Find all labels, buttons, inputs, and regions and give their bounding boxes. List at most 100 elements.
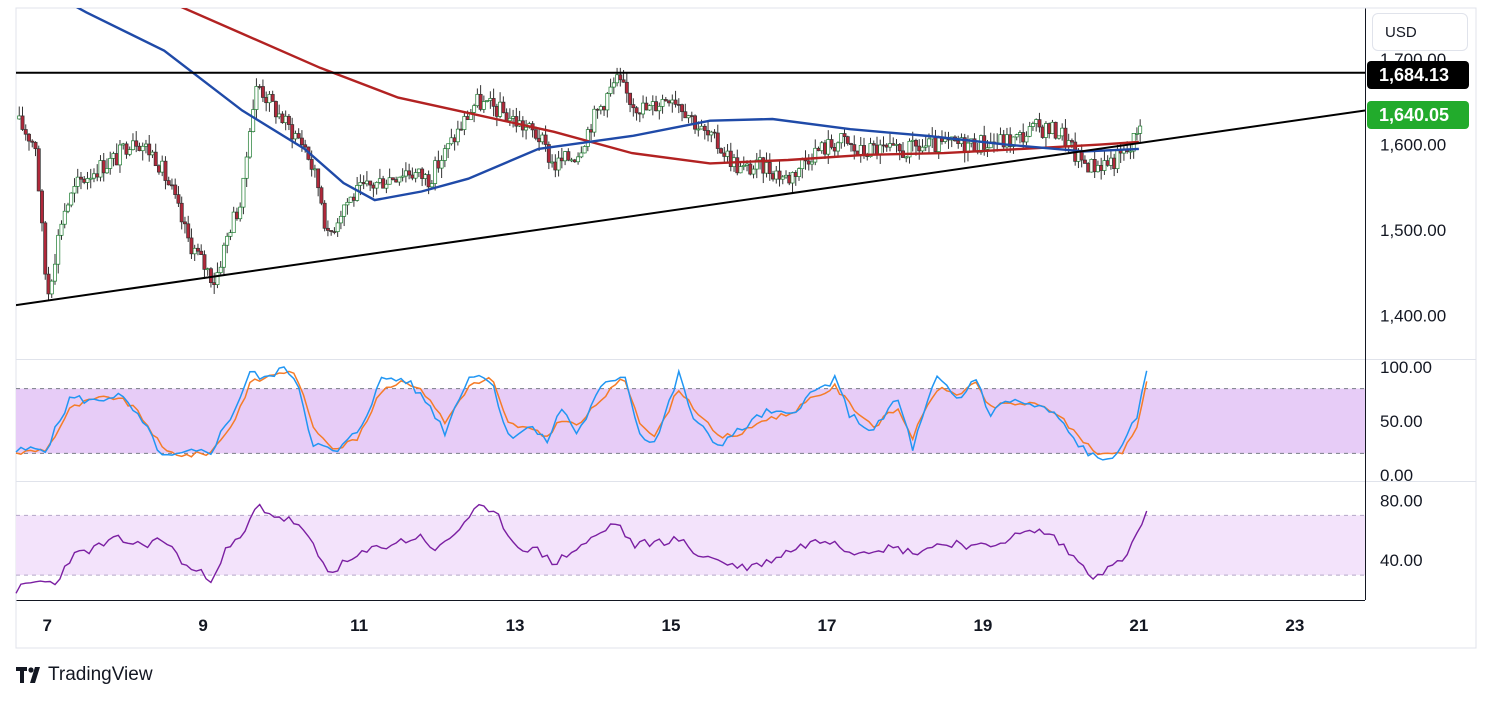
- candle: [17, 115, 22, 120]
- candle: [118, 144, 122, 166]
- candle: [891, 143, 896, 146]
- candle: [1105, 160, 1110, 166]
- resistance-price-tag: 1,684.13: [1367, 61, 1469, 89]
- candle: [771, 173, 775, 180]
- candle: [637, 112, 642, 115]
- candle: [364, 180, 369, 185]
- candle: [1053, 121, 1058, 139]
- tradingview-brand[interactable]: TradingView: [16, 664, 153, 686]
- time-axis[interactable]: 7 9 11 13 15 17 19 21 23: [42, 616, 1304, 635]
- candle: [819, 142, 824, 152]
- candle: [923, 145, 928, 148]
- candle: [608, 86, 613, 94]
- sma-blue-line: [75, 8, 1139, 202]
- candle: [452, 137, 457, 143]
- candle: [868, 143, 873, 157]
- candle: [267, 94, 272, 104]
- candle: [722, 152, 727, 157]
- candle: [699, 125, 704, 130]
- candle: [202, 254, 207, 270]
- candle: [641, 102, 646, 115]
- candle: [1082, 159, 1087, 164]
- candle: [611, 82, 616, 88]
- candle: [498, 101, 503, 117]
- candle: [494, 105, 499, 117]
- candle: [540, 134, 545, 143]
- candle: [400, 175, 405, 178]
- candle: [199, 250, 204, 256]
- candle: [621, 79, 626, 83]
- candle: [585, 129, 590, 147]
- candle: [215, 272, 220, 285]
- candle: [410, 174, 415, 179]
- candle: [897, 144, 902, 152]
- candle: [1115, 150, 1120, 170]
- currency-selector[interactable]: USD: [1372, 13, 1468, 51]
- candle: [53, 263, 57, 282]
- candle: [650, 101, 655, 106]
- candle: [36, 148, 41, 192]
- candle: [787, 174, 792, 184]
- time-tick-label: 19: [973, 616, 992, 635]
- price-axis[interactable]: 1,400.001,500.001,600.001,700.000.0050.0…: [1380, 50, 1446, 570]
- candle: [559, 157, 564, 162]
- candle: [780, 176, 785, 180]
- candle: [446, 143, 451, 150]
- price-plot: [16, 8, 1365, 307]
- candle: [806, 160, 811, 165]
- tradingview-logo-icon: [16, 667, 40, 683]
- candle: [1040, 126, 1045, 138]
- candle: [218, 266, 223, 273]
- candle: [231, 211, 236, 234]
- candle: [680, 104, 685, 113]
- candle: [660, 99, 665, 107]
- candle: [533, 129, 538, 139]
- candle: [683, 111, 688, 119]
- candle: [920, 146, 925, 152]
- candle: [907, 140, 912, 158]
- candle: [377, 178, 382, 183]
- candle: [936, 136, 941, 152]
- candle: [524, 126, 529, 131]
- candle: [751, 168, 756, 175]
- candle: [312, 168, 317, 171]
- candle: [777, 170, 782, 180]
- candle: [894, 144, 899, 146]
- candle: [488, 98, 493, 101]
- candle: [910, 139, 915, 142]
- price-panel[interactable]: [16, 0, 1365, 307]
- candle: [943, 138, 948, 142]
- candle: [98, 160, 103, 178]
- candle: [413, 172, 418, 179]
- stochastic-panel[interactable]: [15, 366, 1365, 461]
- candle: [472, 105, 477, 113]
- candle: [195, 247, 200, 252]
- candle: [1021, 132, 1026, 143]
- candle: [663, 99, 668, 102]
- candle: [1018, 132, 1022, 135]
- candle: [46, 273, 51, 295]
- ascending-trendline[interactable]: [16, 109, 1365, 307]
- candle: [618, 74, 623, 81]
- candle: [1128, 150, 1133, 153]
- candle: [212, 282, 217, 285]
- time-tick-label: 7: [42, 616, 51, 635]
- candle: [286, 115, 291, 125]
- rsi-panel[interactable]: [15, 503, 1365, 594]
- candle: [631, 104, 636, 109]
- candle: [170, 184, 174, 187]
- candle: [144, 143, 148, 147]
- candle: [1108, 157, 1113, 166]
- candle: [829, 139, 834, 148]
- candle: [628, 92, 633, 105]
- candle: [842, 133, 847, 137]
- candle: [72, 186, 77, 194]
- candle: [1047, 123, 1052, 134]
- candle: [186, 223, 191, 239]
- currency-label: USD: [1385, 24, 1417, 41]
- candle: [423, 174, 428, 179]
- candle: [1089, 159, 1094, 173]
- candle: [247, 131, 252, 158]
- candle: [676, 104, 681, 106]
